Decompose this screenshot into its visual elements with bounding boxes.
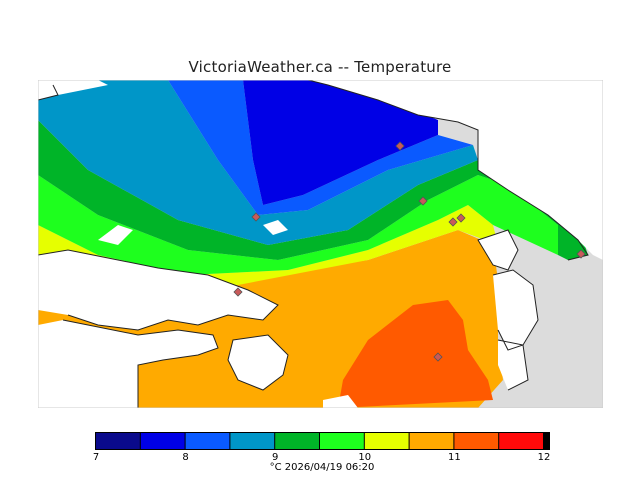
coastline-corner <box>37 84 59 101</box>
legend-swatch <box>96 433 140 449</box>
station-marker[interactable] <box>418 196 428 206</box>
legend-tick-label: 9 <box>272 452 278 463</box>
water-east <box>493 270 538 350</box>
station-marker[interactable] <box>456 213 466 223</box>
coastline-lower <box>62 319 219 408</box>
coastline-east <box>492 269 539 391</box>
legend-tick-label: 8 <box>182 452 188 463</box>
water-inner-harbour <box>478 230 518 270</box>
temperature-map[interactable] <box>37 79 604 409</box>
coastline-harbour <box>477 229 519 271</box>
station-marker[interactable] <box>233 287 243 297</box>
legend-swatch <box>499 433 543 449</box>
station-marker[interactable] <box>448 217 458 227</box>
legend-tick-label: 7 <box>93 452 99 463</box>
temp-band-teal <box>38 80 478 245</box>
temp-band-blue <box>243 80 438 205</box>
station-marker[interactable] <box>433 352 443 362</box>
water-south-bay <box>323 395 358 408</box>
map-svg <box>37 79 604 409</box>
coastline-north <box>307 79 589 261</box>
legend-swatch <box>185 433 230 449</box>
page-title: VictoriaWeather.ca -- Temperature <box>188 58 452 76</box>
temp-band-lightblue <box>168 80 473 215</box>
temp-band-green-east <box>478 160 588 260</box>
water-west-inlet <box>98 225 133 245</box>
legend-swatch <box>275 433 319 449</box>
temp-band-darkorange <box>338 300 493 408</box>
legend-swatch <box>409 433 454 449</box>
water-lower-strait <box>38 320 218 408</box>
legend-swatch <box>364 433 409 449</box>
coastline-south <box>37 249 279 331</box>
legend-footer: °C 2026/04/19 06:20 <box>270 462 375 473</box>
color-legend: 7 8 9 10 11 12 °C 2026/04/19 06:20 <box>90 428 560 473</box>
legend-tick-label: 11 <box>448 452 461 463</box>
water-south-strait <box>38 250 278 330</box>
water-southeast <box>498 340 528 390</box>
station-marker[interactable] <box>395 141 405 151</box>
water-juan-de-fuca <box>38 80 108 100</box>
water-central-inlet <box>263 220 288 235</box>
legend-svg: 7 8 9 10 11 12 °C 2026/04/19 06:20 <box>93 432 551 473</box>
station-marker[interactable] <box>251 212 261 222</box>
station-marker[interactable] <box>576 249 586 259</box>
water-north-strait <box>308 80 603 260</box>
temp-band-green <box>38 120 478 260</box>
station-markers <box>233 141 586 362</box>
coastline-bay <box>227 334 289 391</box>
legend-tick-label: 10 <box>358 452 371 463</box>
legend-swatch <box>230 433 275 449</box>
legend-swatch <box>454 433 499 449</box>
legend-tick-label: 12 <box>538 452 551 463</box>
water-bay <box>228 335 288 390</box>
legend-swatch <box>140 433 185 449</box>
legend-swatch <box>320 433 364 449</box>
